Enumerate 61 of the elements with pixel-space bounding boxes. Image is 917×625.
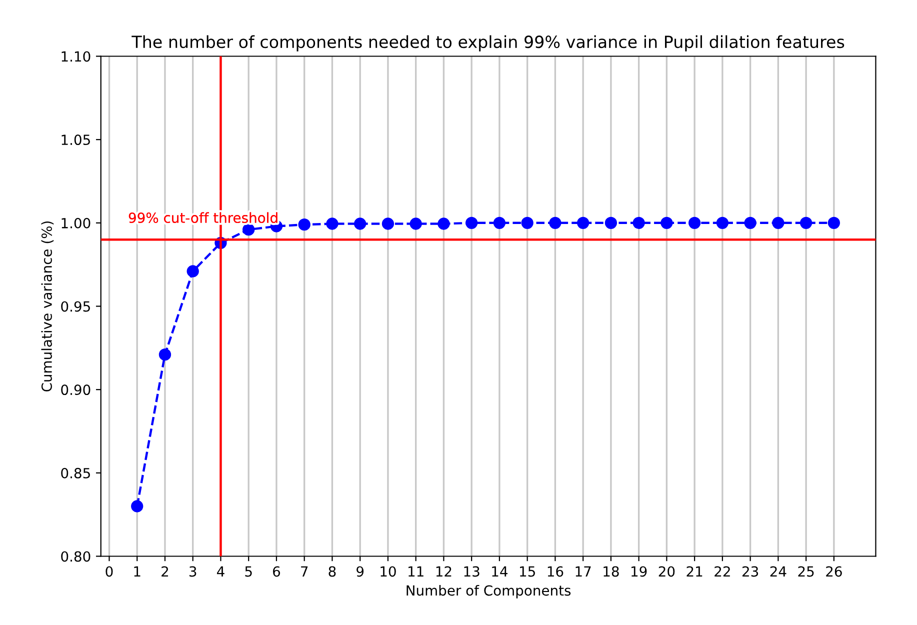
y-tick-label: 0.85: [61, 468, 90, 478]
x-tick-label: 13: [464, 566, 480, 577]
point: [438, 218, 450, 230]
x-tick-label: 2: [162, 566, 168, 577]
point: [549, 216, 562, 229]
x-tick-label: 15: [520, 566, 535, 577]
y-tick-label: 1.00: [62, 218, 90, 228]
point: [354, 218, 366, 230]
y-tick-label: 0.95: [61, 301, 90, 312]
x-tick-label: 9: [356, 566, 364, 577]
chart-title: The number of components needed to explain 99% variance in Pupil dilation features: [132, 35, 844, 52]
point: [298, 218, 310, 231]
point: [131, 500, 144, 512]
x-tick-label: 21: [686, 566, 702, 577]
point: [800, 216, 812, 229]
y-axis-title: Cumulative variance (%): [41, 221, 54, 392]
x-tick-label: 3: [189, 566, 196, 577]
x-tick-label: 14: [492, 566, 508, 577]
x-axis-title: Number of Components: [406, 584, 571, 598]
point: [576, 216, 590, 229]
point: [158, 348, 172, 361]
point: [242, 224, 255, 236]
point: [466, 216, 478, 229]
point: [521, 216, 534, 229]
point: [326, 218, 338, 230]
x-tick-label: 25: [798, 566, 814, 577]
x-tick-label: 20: [658, 566, 675, 577]
x-tick-label: 1: [134, 566, 140, 577]
x-tick-label: 23: [742, 566, 758, 577]
x-tick-label: 10: [380, 566, 396, 577]
point: [186, 265, 199, 278]
x-tick-label: 4: [216, 566, 224, 577]
point: [382, 218, 394, 230]
x-tick-label: 12: [436, 566, 452, 577]
x-tick-label: 17: [576, 566, 591, 577]
point: [604, 216, 618, 229]
x-tick-label: 8: [328, 566, 336, 577]
point: [828, 216, 840, 229]
x-tick-label: 5: [245, 566, 252, 577]
y-tick-label: 1.05: [62, 134, 90, 146]
x-tick-label: 24: [770, 566, 786, 577]
x-tick-label: 22: [714, 566, 730, 577]
y-tick-label: 0.90: [61, 384, 90, 396]
x-tick-label: 0: [106, 566, 113, 577]
point: [716, 216, 729, 229]
x-tick-label: 18: [604, 566, 619, 577]
point: [410, 218, 422, 230]
x-tick-label: 6: [273, 566, 280, 577]
x-tick-label: 16: [548, 566, 564, 577]
x-tick-label: 7: [301, 566, 308, 577]
y-tick-label: 1.10: [62, 51, 90, 62]
x-tick-label: 26: [826, 566, 842, 577]
point: [632, 216, 645, 229]
x-tick-label: 11: [408, 566, 424, 577]
point: [493, 216, 506, 229]
y-tick-label: 0.80: [61, 551, 90, 562]
point: [744, 216, 756, 229]
x-tick-label: 19: [632, 566, 647, 577]
point: [688, 216, 701, 229]
point: [772, 216, 784, 229]
point: [660, 216, 673, 229]
